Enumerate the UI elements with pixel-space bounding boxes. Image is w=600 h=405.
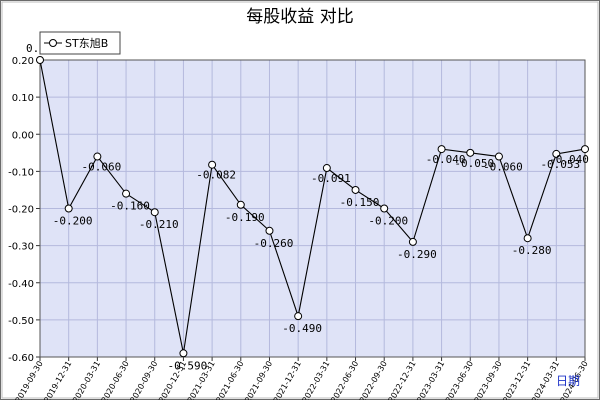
data-label: -0.160: [110, 200, 150, 213]
data-labels: 0.2-0.200-0.060-0.160-0.210-0.590-0.082-…: [26, 42, 589, 372]
y-tick-label: -0.40: [8, 279, 34, 290]
data-point: [294, 312, 303, 321]
data-point: [552, 149, 561, 158]
data-label: -0.280: [512, 244, 552, 257]
data-point: [351, 185, 360, 194]
y-tick-label: -0.20: [8, 205, 34, 216]
data-label: -0.053: [540, 158, 580, 171]
data-label: -0.082: [196, 169, 236, 182]
series-line: [39, 59, 586, 354]
data-point: [322, 164, 331, 173]
x-axis-unit-label: 日期: [556, 374, 580, 388]
data-label: -0.060: [81, 161, 121, 174]
data-label: -0.040: [549, 153, 589, 166]
y-tick-label: -0.10: [8, 167, 34, 178]
data-label: -0.210: [139, 218, 179, 231]
data-label: -0.200: [53, 215, 93, 228]
data-label: -0.190: [225, 211, 265, 224]
data-point: [150, 208, 159, 217]
data-point: [122, 189, 131, 198]
y-tick-label: -0.30: [8, 242, 34, 253]
data-point: [208, 160, 217, 169]
legend-series-name: ST东旭B: [65, 36, 108, 50]
data-point: [494, 152, 503, 161]
y-tick-label: -0.60: [8, 353, 34, 364]
data-point: [179, 349, 188, 358]
data-point: [408, 237, 417, 246]
legend-box: [39, 31, 121, 55]
data-point: [236, 200, 245, 209]
data-point: [93, 152, 102, 161]
data-label: -0.040: [426, 153, 466, 166]
y-tick-label: 0.00: [12, 130, 34, 141]
y-tick-label: -0.50: [8, 316, 34, 327]
plot-frame: [39, 59, 586, 358]
data-point: [265, 226, 274, 235]
series-eps: [36, 56, 589, 358]
data-point: [523, 234, 532, 243]
data-label: -0.290: [397, 248, 437, 261]
data-point: [466, 148, 475, 157]
data-point: [36, 56, 44, 64]
data-label: -0.490: [282, 322, 322, 335]
legend: ST东旭B: [39, 31, 121, 55]
y-tick-label: 0.20: [12, 56, 34, 67]
data-point: [581, 145, 589, 154]
data-label: -0.200: [368, 215, 408, 228]
data-point: [380, 204, 389, 213]
legend-marker-swatch: [49, 39, 57, 47]
y-tick-label: 0.10: [12, 93, 34, 104]
data-label: -0.590: [168, 359, 208, 372]
outer-inner-frame: [1, 1, 599, 399]
chart-title: 每股收益 对比: [246, 7, 353, 27]
data-point: [64, 204, 73, 213]
data-label: -0.050: [454, 157, 494, 170]
data-label: -0.150: [340, 196, 380, 209]
data-label: -0.060: [483, 161, 523, 174]
data-point: [437, 145, 446, 154]
data-label: -0.260: [254, 237, 294, 250]
data-label: -0.091: [311, 172, 351, 185]
